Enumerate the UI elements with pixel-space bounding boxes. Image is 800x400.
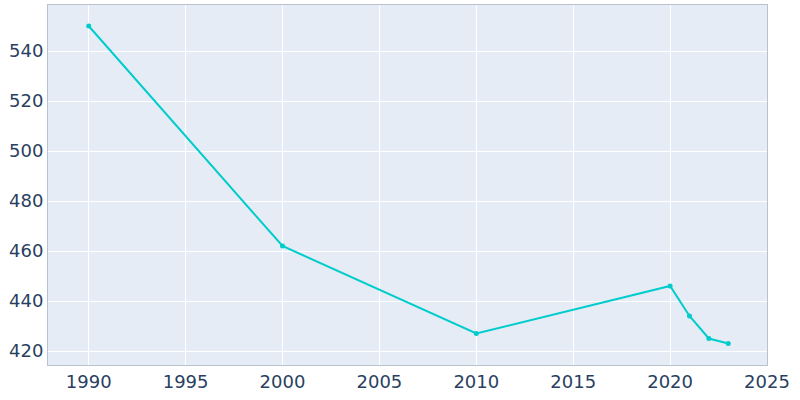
svg-text:2005: 2005 — [356, 371, 402, 392]
svg-text:2010: 2010 — [453, 371, 499, 392]
svg-text:420: 420 — [9, 340, 43, 361]
svg-text:500: 500 — [9, 140, 43, 161]
svg-text:480: 480 — [9, 190, 43, 211]
svg-text:440: 440 — [9, 290, 43, 311]
svg-text:2020: 2020 — [647, 371, 693, 392]
svg-text:520: 520 — [9, 90, 43, 111]
svg-text:2015: 2015 — [550, 371, 596, 392]
svg-text:1990: 1990 — [66, 371, 112, 392]
svg-text:540: 540 — [9, 40, 43, 61]
svg-text:2000: 2000 — [260, 371, 306, 392]
svg-text:2025: 2025 — [744, 371, 790, 392]
svg-text:1995: 1995 — [163, 371, 209, 392]
svg-text:460: 460 — [9, 240, 43, 261]
